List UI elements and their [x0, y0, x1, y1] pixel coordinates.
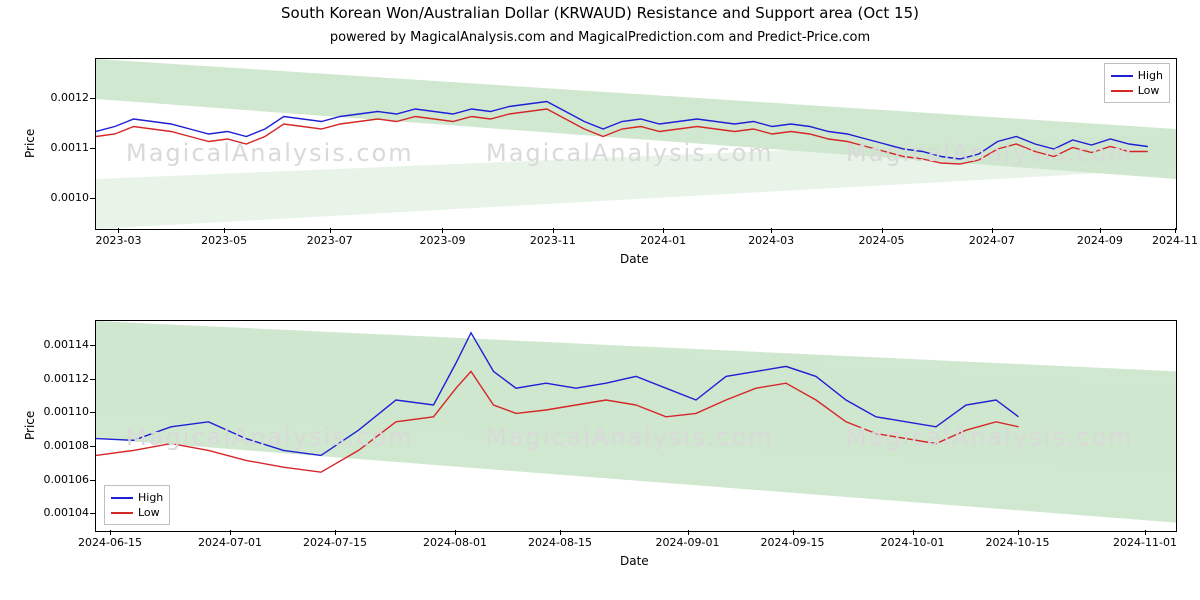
x-tick-label: 2024-11-01	[1113, 536, 1177, 549]
x-tick-label: 2023-05	[201, 234, 247, 247]
x-tick-label: 2024-07	[969, 234, 1015, 247]
chart-top-svg	[96, 59, 1176, 229]
x-tick-label: 2023-07	[307, 234, 353, 247]
y-tick-label: 0.0012	[29, 91, 89, 104]
chart-title: South Korean Won/Australian Dollar (KRWA…	[0, 4, 1200, 22]
x-tick-label: 2023-09	[419, 234, 465, 247]
y-tick-label: 0.00108	[29, 439, 89, 452]
x-tick-label: 2024-08-15	[528, 536, 592, 549]
legend-line-high	[1111, 75, 1133, 77]
legend-top: High Low	[1104, 63, 1170, 103]
x-tick-label: 2024-11	[1152, 234, 1198, 247]
chart-bottom-svg	[96, 321, 1176, 531]
y-tick-label: 0.00110	[29, 405, 89, 418]
x-tick-label: 2024-06-15	[78, 536, 142, 549]
legend-bottom: High Low	[104, 485, 170, 525]
x-tick-label: 2024-10-15	[986, 536, 1050, 549]
x-tick-label: 2024-08-01	[423, 536, 487, 549]
y-tick-label: 0.00114	[29, 338, 89, 351]
x-tick-label: 2023-11	[530, 234, 576, 247]
x-axis-label-bottom: Date	[620, 554, 649, 568]
chart-bottom-axes: MagicalAnalysis.com MagicalAnalysis.com …	[95, 320, 1177, 532]
legend-label-high: High	[138, 490, 163, 505]
y-tick-label: 0.00112	[29, 372, 89, 385]
x-tick-label: 2024-01	[640, 234, 686, 247]
x-tick-label: 2024-05	[859, 234, 905, 247]
legend-label-low: Low	[1138, 83, 1160, 98]
x-tick-label: 2023-03	[95, 234, 141, 247]
x-tick-label: 2024-07-01	[198, 536, 262, 549]
legend-row-high: High	[111, 490, 163, 505]
x-axis-label-top: Date	[620, 252, 649, 266]
chart-subtitle: powered by MagicalAnalysis.com and Magic…	[0, 30, 1200, 45]
y-tick-label: 0.00104	[29, 506, 89, 519]
y-tick-label: 0.0011	[29, 141, 89, 154]
x-tick-label: 2024-09-01	[656, 536, 720, 549]
x-tick-label: 2024-10-01	[881, 536, 945, 549]
legend-label-low: Low	[138, 505, 160, 520]
legend-line-low	[111, 512, 133, 514]
y-tick-label: 0.00106	[29, 473, 89, 486]
legend-label-high: High	[1138, 68, 1163, 83]
y-tick-label: 0.0010	[29, 191, 89, 204]
x-tick-label: 2024-07-15	[303, 536, 367, 549]
figure: South Korean Won/Australian Dollar (KRWA…	[0, 0, 1200, 600]
x-tick-label: 2024-09-15	[761, 536, 825, 549]
legend-row-low: Low	[1111, 83, 1163, 98]
chart-top-axes: MagicalAnalysis.com MagicalAnalysis.com …	[95, 58, 1177, 230]
x-tick-label: 2024-09	[1077, 234, 1123, 247]
legend-row-low: Low	[111, 505, 163, 520]
legend-line-high	[111, 497, 133, 499]
legend-line-low	[1111, 90, 1133, 92]
legend-row-high: High	[1111, 68, 1163, 83]
x-tick-label: 2024-03	[748, 234, 794, 247]
